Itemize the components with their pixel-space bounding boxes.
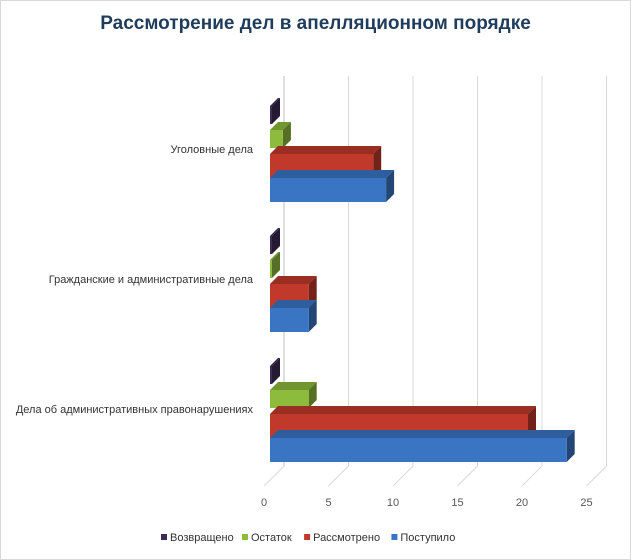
gridline-floor (263, 465, 285, 487)
gridline-floor (457, 465, 478, 487)
x-tick-label: 10 (387, 497, 399, 509)
x-tick-label: 0 (261, 497, 267, 509)
x-tick-label: 5 (325, 497, 331, 509)
bar-Остаток (270, 260, 272, 278)
legend-label: Поступило (400, 532, 455, 544)
bar-side (566, 430, 575, 462)
bar-Возвращено (270, 366, 272, 384)
x-tick-label: 20 (516, 497, 528, 509)
legend-marker (304, 534, 311, 540)
bar-side (272, 252, 280, 278)
x-tick-label: 25 (580, 497, 592, 509)
bar-Поступило (270, 308, 309, 332)
bar-top (270, 430, 575, 438)
bar-top (270, 170, 395, 178)
bar-side (272, 358, 280, 384)
bar-side (308, 382, 317, 408)
category-label: Гражданские и административные дела (49, 274, 254, 286)
gridline-floor (392, 465, 414, 487)
bar-top (270, 146, 382, 154)
bar-side (308, 300, 317, 332)
bar-top (270, 358, 280, 366)
bar-top (270, 406, 536, 414)
bar-side (282, 122, 291, 148)
legend-marker (242, 534, 248, 540)
category-label: Дела об административных правонарушениях (16, 404, 254, 416)
chart-title: Рассмотрение дел в апелляционном порядке (100, 13, 531, 34)
bar-Остаток (270, 130, 283, 148)
bar-top (270, 98, 280, 106)
bar-side (272, 228, 280, 254)
legend-label: Возвращено (170, 532, 234, 544)
legend-marker (161, 534, 167, 540)
bar-top (270, 300, 317, 308)
bar-Возвращено (270, 236, 272, 254)
category-label: Уголовные дела (170, 144, 253, 156)
bar-Возвращено (270, 106, 272, 124)
bar-top (270, 252, 280, 260)
legend-marker (391, 534, 398, 540)
bar-top (270, 276, 317, 284)
legend-label: Рассмотрено (313, 532, 380, 544)
bar-Поступило (270, 438, 567, 462)
gridline-floor (328, 465, 349, 487)
bar-Остаток (270, 390, 309, 408)
bar-top (270, 228, 280, 236)
bar-top (270, 382, 317, 390)
bar-side (386, 170, 395, 202)
gridline-floor (521, 465, 543, 487)
bar-Поступило (270, 178, 387, 202)
gridline-floor (586, 465, 607, 487)
bar-side (272, 98, 280, 124)
bar-top (270, 122, 291, 130)
x-tick-label: 15 (451, 497, 463, 509)
legend-label: Остаток (251, 532, 292, 544)
